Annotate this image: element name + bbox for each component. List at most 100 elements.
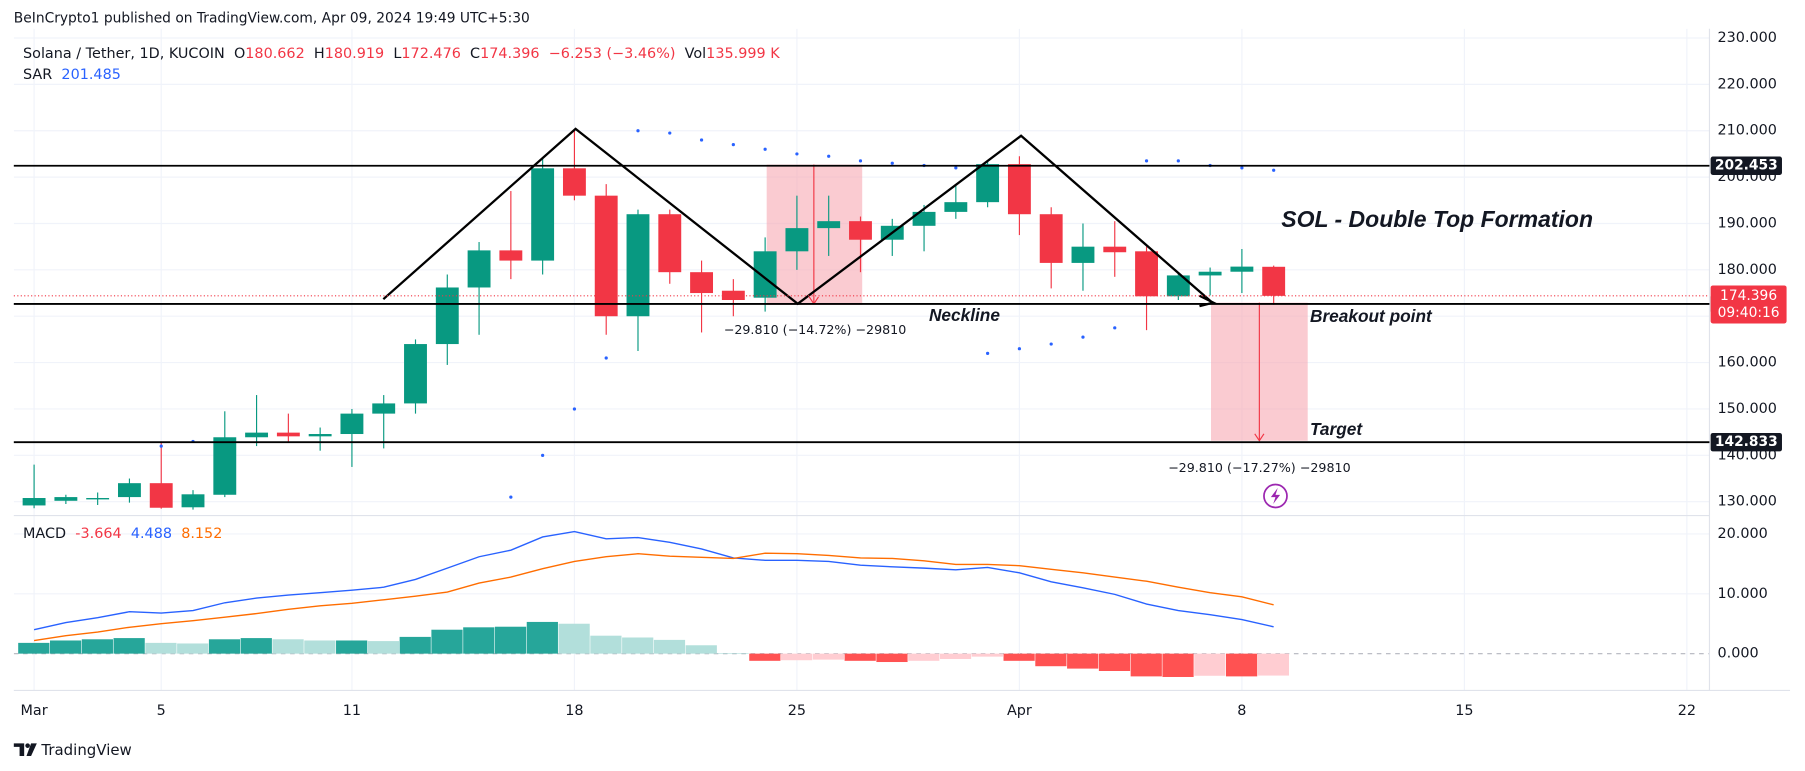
macd-histogram-bar — [145, 642, 177, 654]
y-tick-label: 160.000 — [1718, 355, 1777, 371]
macd-histogram-bar — [272, 639, 304, 654]
candle-body — [531, 168, 555, 261]
last-price-tag — [1710, 285, 1787, 324]
macd-signal-value: 8.152 — [181, 526, 222, 542]
annotation-neckline: Neckline — [929, 305, 1000, 325]
sar-dot — [604, 356, 608, 360]
candle-body — [594, 195, 618, 317]
candle-body — [721, 290, 745, 301]
sar-dot — [827, 154, 831, 158]
annotation-title: SOL - Double Top Formation — [1281, 206, 1593, 232]
candle-body — [1039, 214, 1063, 263]
candle-body — [944, 202, 968, 212]
annotation-breakout: Breakout point — [1310, 306, 1433, 326]
sar-dot — [763, 147, 767, 151]
candle-body — [372, 403, 396, 414]
candle-body — [181, 494, 205, 508]
macd-histogram-bar — [494, 626, 527, 654]
macd-histogram-bar — [876, 653, 908, 663]
sar-dot — [795, 152, 799, 156]
candle-body — [1166, 275, 1190, 297]
candle-body — [276, 432, 300, 437]
macd-histogram-bar — [685, 645, 717, 654]
macd-histogram-bar — [844, 653, 876, 661]
sar-dot — [986, 351, 990, 355]
macd-histogram-bar — [1067, 653, 1099, 669]
level-tag-label: 202.453 — [1715, 158, 1778, 174]
sar-dot — [159, 444, 163, 448]
x-tick-label: 8 — [1237, 703, 1246, 719]
sar-dot — [858, 159, 863, 163]
candle-body — [817, 221, 841, 229]
candle-body — [1198, 271, 1222, 276]
sar-dot — [1272, 168, 1276, 172]
sar-dot — [1176, 159, 1180, 163]
candle-body — [117, 483, 141, 498]
y-tick-label: 230.000 — [1718, 30, 1777, 46]
candle-body — [626, 214, 650, 317]
arrow-head — [1198, 294, 1217, 308]
macd-histogram-bar — [49, 640, 82, 654]
sar-value: 201.485 — [61, 67, 120, 83]
measure-label: −29.810 (−17.27%) −29810 — [1168, 460, 1351, 475]
sar-dot — [509, 495, 513, 499]
legend-sar: SAR 201.485 — [23, 67, 121, 83]
sar-dot — [541, 453, 545, 457]
macd-histogram-bar — [1035, 653, 1067, 667]
macd-histogram-bar — [526, 621, 558, 654]
macd-histogram-bar — [463, 627, 495, 654]
y-tick-label: 20.000 — [1718, 526, 1768, 542]
sar-dot — [699, 138, 704, 142]
candle-body — [54, 497, 78, 501]
symbol: Solana / Tether, 1D, KUCOIN — [23, 46, 225, 62]
candle-body — [1071, 246, 1095, 263]
y-tick-label: 220.000 — [1718, 76, 1777, 92]
sar-dot — [1240, 166, 1244, 170]
macd-histogram-bar — [939, 653, 972, 660]
countdown-label: 09:40:16 — [1718, 305, 1780, 321]
footer-logo — [13, 743, 37, 757]
publish-header: BeInCrypto1 published on TradingView.com… — [14, 10, 530, 26]
high-value: 180.919 — [325, 46, 384, 62]
measure-arrow-head — [1254, 433, 1265, 442]
macd-histogram-bar — [113, 638, 145, 654]
macd-histogram-bar — [431, 629, 463, 654]
macd-histogram-bar — [908, 653, 940, 661]
candle-body — [308, 434, 332, 437]
candle-body — [149, 483, 173, 508]
legend-macd: MACD -3.664 4.488 8.152 — [23, 526, 222, 542]
sar-dot — [1049, 342, 1053, 346]
candle-body — [467, 250, 491, 288]
macd-label: MACD — [23, 526, 66, 542]
measure-label: −29.810 (−14.72%) −29810 — [724, 322, 907, 337]
candle-body — [1135, 251, 1158, 297]
macd-histogram-bar — [971, 653, 1003, 657]
candle-body — [435, 287, 459, 345]
candle-body — [404, 344, 427, 404]
y-tick-label: 0.000 — [1718, 646, 1759, 662]
macd-histogram-bar — [1194, 653, 1226, 676]
sar-dot — [1017, 347, 1022, 351]
event-icon — [1263, 483, 1288, 509]
candle-body — [785, 228, 809, 252]
low-label: L — [393, 46, 401, 62]
footer-brand: TradingView — [40, 741, 131, 759]
y-tick-label: 150.000 — [1718, 401, 1777, 417]
candle-body — [213, 437, 237, 495]
open-value: 180.662 — [245, 46, 304, 62]
sar-dot — [1081, 335, 1085, 339]
x-tick-label: 25 — [788, 703, 806, 719]
x-tick-label: 11 — [343, 703, 361, 719]
grid — [13, 28, 1710, 691]
macd-hist-value: -3.664 — [75, 526, 121, 542]
macd-histogram-bar — [749, 653, 781, 661]
macd-histogram-bar — [1098, 653, 1131, 671]
candle-body — [849, 221, 872, 240]
x-tick-label: Mar — [21, 703, 48, 719]
macd-histogram-bar — [18, 642, 50, 654]
candle-body — [1230, 266, 1254, 272]
macd-histogram-bar — [1162, 653, 1194, 677]
sar-dot — [636, 129, 640, 133]
macd-histogram-bar — [1130, 653, 1162, 677]
